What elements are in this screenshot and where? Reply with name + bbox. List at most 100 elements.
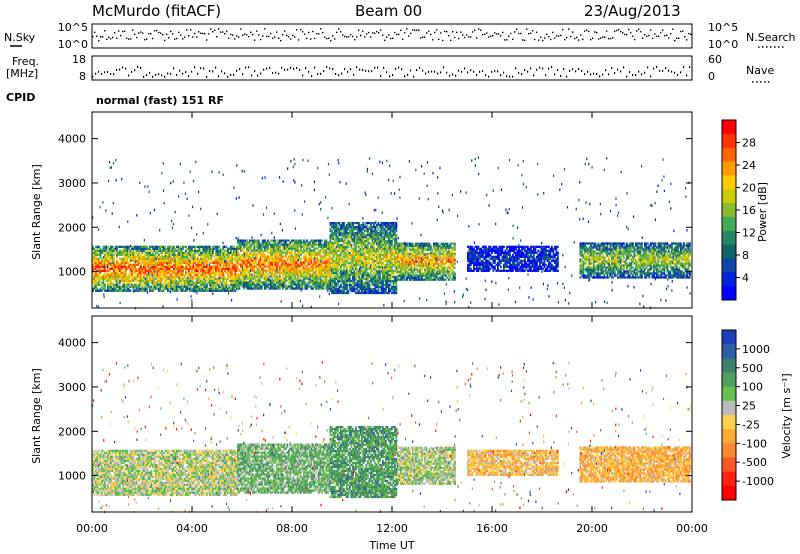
echo-cell	[173, 269, 175, 272]
echo-cell	[182, 253, 184, 256]
echo-cell	[105, 289, 108, 292]
echo-cell	[243, 239, 245, 242]
echo-cell	[334, 249, 336, 253]
echo-cell	[249, 263, 251, 266]
echo-cell	[203, 277, 205, 280]
echo-cell	[176, 287, 178, 290]
echo-cell	[329, 261, 332, 265]
echo-cell	[107, 283, 109, 286]
echo-cell	[241, 239, 244, 242]
echo-cell	[180, 249, 183, 252]
echo-cell	[267, 285, 269, 288]
echo-cell	[215, 249, 217, 252]
echo-cell	[177, 251, 180, 254]
echo-cell	[159, 269, 162, 272]
echo-cell	[295, 255, 298, 258]
echo-cell	[274, 269, 277, 272]
echo-cell	[231, 257, 234, 260]
echo-cell	[256, 263, 259, 266]
echo-cell	[147, 259, 150, 262]
echo-cell	[267, 261, 269, 264]
echo-cell	[388, 277, 390, 281]
echo-cell	[216, 283, 219, 286]
echo-cell	[258, 285, 260, 288]
echo-cell	[134, 251, 136, 254]
echo-cell	[340, 255, 342, 259]
echo-cell	[227, 275, 229, 278]
echo-cell	[309, 251, 311, 254]
echo-cell	[144, 281, 147, 284]
echo-cell	[337, 261, 339, 265]
echo-cell	[350, 259, 353, 263]
echo-cell	[337, 265, 339, 269]
echo-cell	[383, 249, 386, 253]
echo-cell	[105, 251, 108, 254]
echo-cell	[376, 283, 378, 287]
echo-cell	[373, 283, 375, 287]
echo-cell	[155, 277, 157, 280]
echo-cell	[165, 247, 168, 250]
echo-cell	[352, 231, 354, 235]
echo-cell	[288, 257, 290, 260]
echo-cell	[108, 263, 111, 266]
echo-cell	[337, 289, 339, 293]
echo-cell	[371, 283, 374, 287]
echo-cell	[347, 257, 350, 261]
echo-cell	[373, 239, 375, 243]
echo-cell	[353, 249, 356, 253]
echo-cell	[277, 247, 280, 250]
echo-cell	[101, 277, 103, 280]
echo-cell	[177, 271, 180, 274]
echo-cell	[337, 273, 339, 277]
noise-sample	[108, 36, 110, 38]
echo-cell	[146, 263, 148, 266]
echo-cell	[340, 247, 342, 251]
echo-cell	[123, 255, 126, 258]
echo-cell	[176, 249, 178, 252]
echo-cell	[310, 245, 313, 248]
echo-cell	[359, 243, 362, 247]
echo-cell	[192, 289, 195, 292]
echo-cell	[388, 231, 390, 235]
echo-cell	[185, 281, 187, 284]
echo-cell	[367, 247, 369, 251]
noise-sample	[282, 33, 284, 36]
echo-cell	[282, 273, 284, 276]
freq-sample	[416, 69, 418, 72]
echo-cell	[343, 255, 345, 259]
echo-cell	[110, 279, 112, 282]
echo-cell	[280, 285, 283, 288]
echo-cell	[334, 221, 336, 225]
echo-cell	[149, 247, 151, 250]
echo-cell	[155, 281, 157, 284]
echo-cell	[206, 289, 208, 292]
freq-sample	[686, 74, 688, 77]
echo-cell	[247, 245, 250, 248]
echo-cell	[171, 279, 174, 282]
echo-cell	[152, 287, 154, 290]
echo-cell	[313, 251, 316, 254]
echo-cell	[114, 271, 117, 274]
echo-cell	[376, 237, 378, 241]
echo-cell	[362, 287, 365, 291]
echo-cell	[195, 281, 198, 284]
echo-cell	[122, 253, 124, 256]
echo-cell	[280, 239, 283, 242]
echo-cell	[331, 221, 333, 225]
echo-cell	[173, 279, 175, 282]
echo-cell	[350, 283, 353, 287]
echo-cell	[362, 271, 365, 275]
echo-cell	[129, 267, 132, 270]
echo-cell	[253, 249, 256, 252]
echo-cell	[277, 269, 280, 272]
echo-cell	[361, 247, 363, 251]
echo-cell	[192, 277, 195, 280]
echo-cell	[225, 283, 228, 286]
echo-cell	[108, 273, 111, 276]
echo-cell	[180, 277, 183, 280]
echo-cell	[391, 239, 393, 243]
echo-cell	[244, 275, 247, 278]
echo-cell	[233, 269, 235, 272]
echo-cell	[183, 279, 186, 282]
echo-cell	[294, 249, 296, 252]
